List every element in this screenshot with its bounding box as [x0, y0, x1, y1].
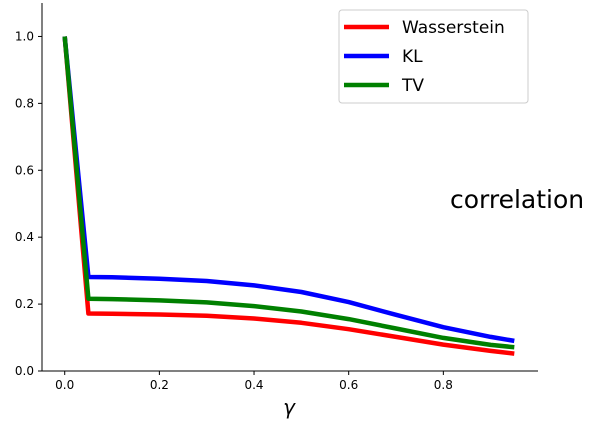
series-line-tv: [62, 36, 515, 350]
y-tick-label: 0.8: [15, 96, 34, 110]
y-tick-label: 0.2: [15, 297, 34, 311]
series-line-wasserstein: [62, 36, 515, 356]
legend-label-kl: KL: [402, 47, 423, 67]
correlation-annotation: correlation: [450, 185, 584, 214]
x-tick-label: 0.0: [55, 378, 74, 392]
legend: Wasserstein KL TV: [338, 9, 529, 104]
x-tick-label: 0.8: [434, 378, 453, 392]
legend-items: Wasserstein KL TV: [344, 18, 505, 96]
x-tick-label: 0.6: [339, 378, 358, 392]
ticks-layer: 0.0 0.2 0.4 0.6 0.8 0.0 0.2 0.4 0.6 0.8 1.0: [15, 29, 453, 392]
legend-box: [338, 9, 529, 104]
legend-label-tv: TV: [401, 76, 424, 96]
axes-layer: [41, 3, 538, 372]
y-tick-label: 0.4: [15, 230, 34, 244]
y-tick-label: 1.0: [15, 29, 34, 43]
legend-label-wasserstein: Wasserstein: [402, 18, 505, 38]
series-line-kl: [62, 36, 515, 344]
y-tick-label: 0.6: [15, 163, 34, 177]
y-tick-label: 0.0: [15, 364, 34, 378]
series-layer: [62, 36, 515, 356]
x-tick-label: 0.4: [244, 378, 263, 392]
x-tick-label: 0.2: [150, 378, 169, 392]
x-axis-label: γ: [283, 395, 296, 419]
